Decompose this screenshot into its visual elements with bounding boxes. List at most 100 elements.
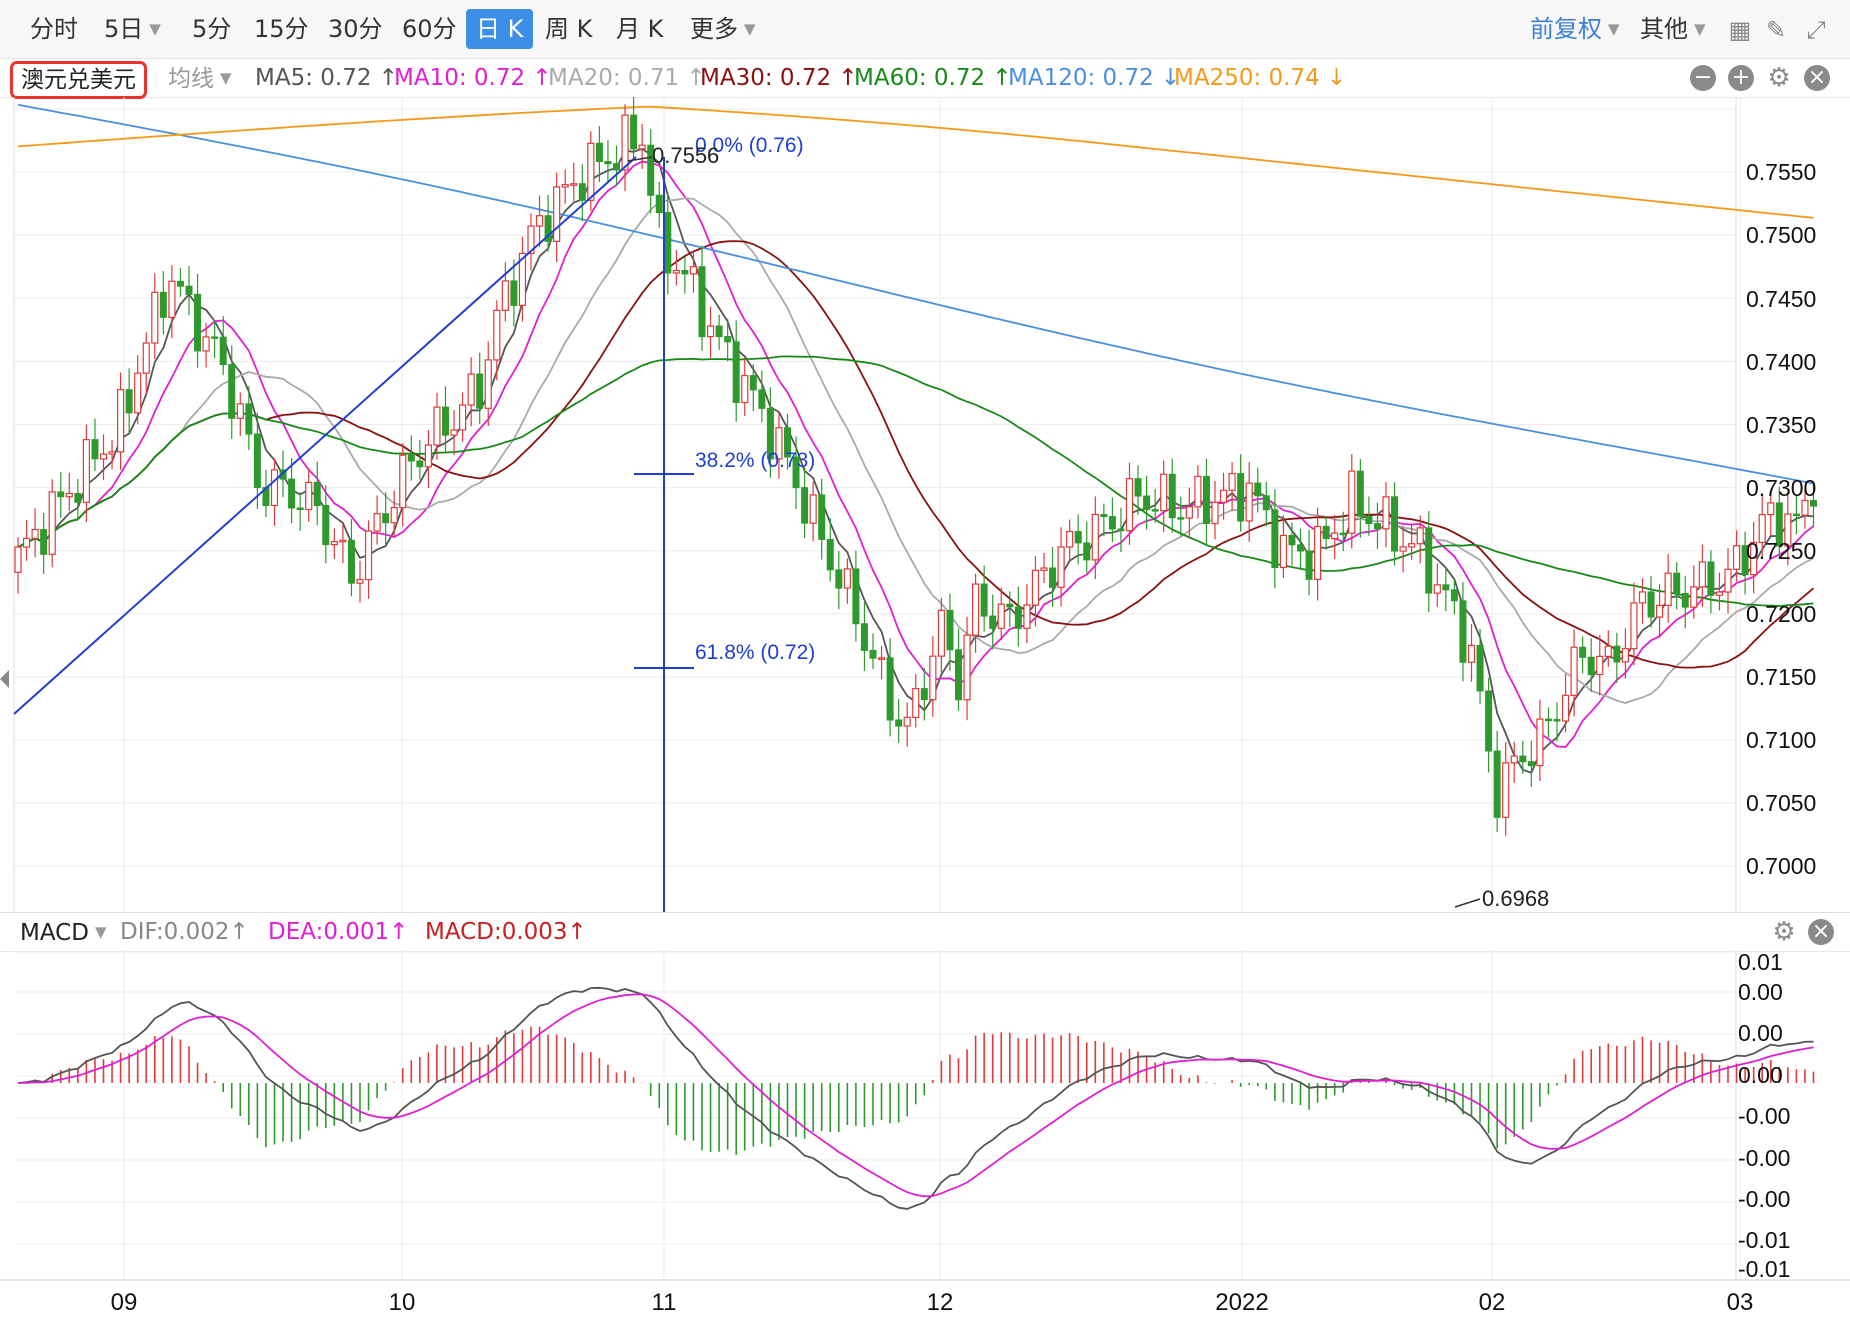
candlestick — [501, 262, 509, 322]
candlestick — [416, 440, 424, 480]
ma20-value: MA20: 0.71 ↑ — [548, 65, 706, 91]
candlestick — [1117, 507, 1125, 553]
macd-lines — [17, 986, 1814, 1210]
candlestick — [955, 628, 962, 711]
candlestick — [1442, 566, 1450, 612]
candlestick — [313, 461, 321, 526]
fib-trend-line[interactable] — [13, 156, 637, 715]
symbol-label[interactable]: 澳元兑美元 — [10, 61, 147, 99]
ma120-line — [17, 103, 1814, 485]
candlestick — [1177, 496, 1185, 537]
ma-lines — [17, 103, 1815, 774]
candlestick — [1108, 497, 1116, 543]
scroll-left-icon[interactable] — [0, 670, 9, 688]
candlestick — [91, 418, 99, 471]
candlestick — [1143, 475, 1151, 530]
candlestick — [835, 551, 843, 610]
candlestick — [476, 352, 484, 424]
period-tab-daily[interactable]: 日 K — [466, 9, 534, 49]
x-tick-label: 2022 — [1215, 1289, 1268, 1316]
other-dropdown[interactable]: 其他 ▼ — [1640, 15, 1706, 43]
ma10-value: MA10: 0.72 ↑ — [394, 65, 552, 91]
candlestick — [493, 300, 501, 381]
candlestick — [715, 314, 723, 350]
candlestick — [1356, 458, 1364, 538]
fib-level-618-label: 61.8% (0.72) — [695, 641, 815, 664]
plus-icon[interactable]: + — [1728, 65, 1754, 91]
candlestick — [134, 355, 142, 425]
candlestick — [1049, 546, 1057, 607]
ma-selector[interactable]: 均线 ▼ — [168, 66, 232, 92]
candlestick — [1168, 458, 1176, 533]
gear-icon[interactable]: ⚙ — [1767, 63, 1791, 93]
candlestick — [1031, 556, 1040, 627]
grid-icon[interactable]: ▦ — [1728, 16, 1752, 44]
candlestick — [108, 439, 116, 470]
ma30-value: MA30: 0.72 ↑ — [700, 65, 858, 91]
y-tick-label: 0.7400 — [1746, 349, 1816, 375]
candlestick — [1792, 495, 1800, 535]
period-tab-intraday[interactable]: 分时 — [30, 15, 78, 43]
macd-tick-label: -0.01 — [1738, 1256, 1790, 1282]
candlestick — [1467, 624, 1476, 682]
candlestick — [1399, 526, 1407, 573]
fullscreen-icon[interactable]: ⤢ — [1806, 16, 1826, 44]
ma5-value: MA5: 0.72 ↑ — [255, 65, 399, 91]
fibonacci-tool[interactable]: 0.0% (0.76) 38.2% (0.73) 61.8% (0.72) — [13, 134, 815, 912]
candlestick — [399, 443, 407, 527]
candlestick — [604, 140, 612, 182]
minus-icon[interactable]: − — [1690, 65, 1716, 91]
period-tab-5day[interactable]: 5日 ▼ — [104, 15, 161, 43]
period-tab-30min[interactable]: 30分 — [328, 15, 383, 43]
candlestick — [630, 97, 638, 161]
close-icon[interactable]: × — [1808, 919, 1834, 945]
candlestick — [997, 587, 1005, 641]
candlestick — [775, 412, 783, 479]
candlestick — [1536, 699, 1544, 781]
candlestick — [544, 194, 552, 252]
ma-legend-bar: 澳元兑美元 均线 ▼ MA5: 0.72 ↑ MA10: 0.72 ↑ MA20:… — [0, 59, 1850, 99]
candlestick — [1553, 702, 1561, 742]
candlestick — [1732, 530, 1741, 582]
candlestick — [1373, 502, 1381, 549]
period-tab-15min[interactable]: 15分 — [254, 15, 309, 43]
candlestick — [424, 430, 432, 489]
candlestick — [1476, 628, 1484, 704]
period-tab-5min[interactable]: 5分 — [192, 15, 232, 43]
candlestick — [1339, 511, 1347, 552]
period-tab-monthly[interactable]: 月 K — [616, 15, 664, 43]
candlestick — [99, 434, 108, 481]
high-annotation: 0.7556 — [627, 143, 719, 168]
draw-pen-icon[interactable]: ✎ — [1765, 16, 1787, 44]
candlestick — [724, 318, 732, 362]
candlestick — [1006, 591, 1014, 627]
candlestick — [561, 169, 569, 204]
candlestick — [356, 560, 364, 603]
candlestick — [245, 386, 253, 450]
macd-tick-label: -0.00 — [1738, 1186, 1790, 1212]
close-icon[interactable]: × — [1804, 65, 1830, 91]
candlestick — [1767, 489, 1775, 537]
candlesticks — [14, 97, 1817, 836]
macd-chart[interactable]: 0.01 0.00 0.00 0.00 -0.00 -0.00 -0.00 -0… — [0, 950, 1850, 1332]
period-more-dropdown[interactable]: 更多 ▼ — [690, 15, 756, 43]
candlestick — [869, 633, 877, 670]
x-tick-label: 12 — [927, 1289, 954, 1316]
price-chart[interactable]: 0.0% (0.76) 38.2% (0.73) 61.8% (0.72) 0.… — [0, 97, 1850, 912]
adjust-dropdown[interactable]: 前复权 ▼ — [1530, 15, 1620, 43]
candlestick — [288, 458, 296, 524]
candlestick — [706, 306, 715, 359]
candlestick — [1288, 522, 1296, 566]
candlestick — [886, 638, 894, 737]
candlestick — [1125, 462, 1134, 546]
candlestick — [1185, 487, 1193, 539]
gear-icon[interactable]: ⚙ — [1772, 917, 1796, 947]
period-tab-60min[interactable]: 60分 — [402, 15, 457, 43]
candlestick — [1673, 562, 1681, 610]
candlestick — [672, 250, 680, 286]
period-tab-weekly[interactable]: 周 K — [545, 15, 593, 43]
macd-selector[interactable]: MACD ▼ — [20, 920, 107, 946]
candlestick — [1638, 578, 1647, 624]
chevron-down-icon: ▼ — [1694, 20, 1706, 38]
candlestick — [1502, 742, 1510, 836]
